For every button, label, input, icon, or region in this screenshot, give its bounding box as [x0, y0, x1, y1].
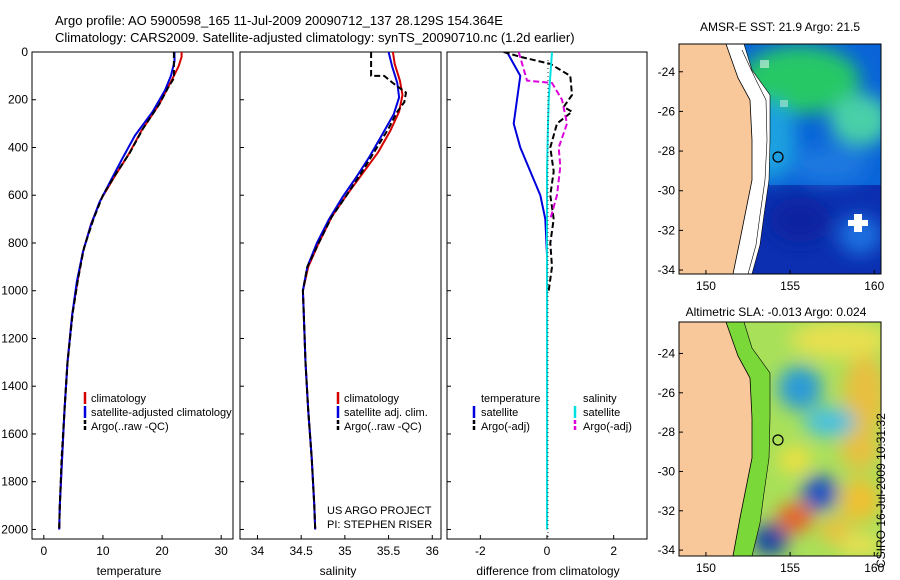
- y-tick-label: 400: [8, 140, 28, 154]
- x-tick-label: 35.5: [377, 544, 401, 558]
- map-y-tick-label: -28: [658, 425, 676, 439]
- map-y-tick-label: -26: [658, 386, 676, 400]
- map-x-tick-label: 160: [864, 279, 884, 293]
- y-tick-label: 0: [21, 45, 28, 59]
- series-group: [301, 52, 407, 530]
- x-tick-label: 35: [338, 544, 352, 558]
- series-line-argo-raw-qc: [301, 52, 407, 530]
- profile-series: [58, 52, 573, 530]
- temperature-legend: climatology satellite-adjusted climatolo…: [83, 392, 232, 433]
- sla-map: [679, 322, 881, 556]
- y-tick-label: 200: [8, 93, 28, 107]
- y-tick-label: 1600: [1, 427, 28, 441]
- y-tick-label: 1400: [1, 379, 28, 393]
- salinity-legend: climatology satellite adj. clim. Argo(..…: [336, 392, 428, 433]
- map-y-tick-label: -30: [658, 464, 676, 478]
- map-x-tick-label: 150: [696, 561, 716, 575]
- sst-map-title: AMSR-E SST: 21.9 Argo: 21.5: [700, 20, 860, 34]
- x-tick-label: 0: [40, 544, 47, 558]
- difference-axis-label: difference from climatology: [476, 564, 619, 578]
- x-tick-label: 34.5: [289, 544, 313, 558]
- legend-label-climatology: climatology: [344, 393, 400, 405]
- pi-label: PI: STEPHEN RISER: [327, 519, 433, 531]
- map-y-tick-label: -24: [658, 346, 676, 360]
- sla-map-axes: 150 155 160 -24 -26 -28 -30 -32 -34: [658, 346, 885, 575]
- y-tick-label: 2000: [1, 522, 28, 536]
- x-tick-label: 0: [544, 544, 551, 558]
- legend-label-satellite: satellite-adjusted climatology: [91, 407, 232, 419]
- x-tick-label: -2: [475, 544, 486, 558]
- map-y-tick-label: -24: [658, 65, 676, 79]
- legend-label-temp-satellite: satellite: [481, 407, 518, 419]
- legend-header-temperature: temperature: [481, 393, 540, 405]
- x-tick-label: 36: [426, 544, 440, 558]
- y-tick-label: 1200: [1, 331, 28, 345]
- x-tick-label: 10: [96, 544, 110, 558]
- y-tick-label: 1000: [1, 284, 28, 298]
- series-line-argo-adj: [517, 52, 568, 220]
- sst-coastal-band: [726, 44, 770, 274]
- map-y-tick-label: -32: [658, 223, 676, 237]
- map-y-tick-label: -34: [658, 543, 676, 557]
- map-y-tick-label: -28: [658, 144, 676, 158]
- profile-axes: 0 10 20 30020040060080010001200140016001800…: [1, 45, 617, 558]
- salinity-panel: [239, 51, 442, 540]
- argo-location-marker: [772, 151, 784, 163]
- series-group: [503, 52, 573, 530]
- map-y-tick-label: -32: [658, 504, 676, 518]
- sla-map-title: Altimetric SLA: -0.013 Argo: 0.024: [686, 305, 867, 319]
- x-tick-label: 20: [155, 544, 169, 558]
- difference-legend: temperature salinity satellite Argo(-adj…: [472, 393, 632, 433]
- series-line-argo-adj: [503, 52, 573, 291]
- y-tick-label: 800: [8, 236, 28, 250]
- credit-timestamp: CSIRO 16-Jul-2009 10:31:32: [874, 413, 888, 568]
- sst-land: [679, 44, 752, 274]
- series-line-argo-raw-qc: [58, 52, 175, 530]
- series-line-satellite: [546, 52, 553, 530]
- legend-label-argo: Argo(..raw -QC): [91, 421, 169, 433]
- series-group: [58, 52, 183, 530]
- sst-map-axes: 150 155 160 -24 -26 -28 -30 -32 -34: [658, 65, 885, 293]
- map-y-tick-label: -30: [658, 184, 676, 198]
- legend-label-argo: Argo(..raw -QC): [344, 421, 422, 433]
- y-tick-label: 600: [8, 188, 28, 202]
- figure-title-line2: Climatology: CARS2009. Satellite-adjuste…: [55, 30, 575, 45]
- map-x-tick-label: 155: [780, 561, 800, 575]
- x-tick-label: 2: [610, 544, 617, 558]
- x-tick-label: 30: [214, 544, 228, 558]
- temperature-panel: [31, 51, 234, 540]
- sla-land: [679, 322, 752, 556]
- cloud-mask-cross: [848, 214, 868, 232]
- map-x-tick-label: 160: [864, 561, 884, 575]
- sst-map: [679, 44, 881, 274]
- map-y-tick-label: -26: [658, 104, 676, 118]
- legend-label-temp-argo: Argo(-adj): [481, 421, 530, 433]
- map-x-tick-label: 150: [696, 279, 716, 293]
- legend-label-climatology: climatology: [91, 393, 147, 405]
- legend-label-sal-argo: Argo(-adj): [583, 421, 632, 433]
- legend-label-sal-satellite: satellite: [583, 407, 620, 419]
- salinity-axis-label: salinity: [320, 564, 357, 578]
- project-label: US ARGO PROJECT: [327, 505, 432, 517]
- figure-title-line1: Argo profile: AO 5900598_165 11-Jul-2009…: [55, 13, 503, 28]
- temperature-axis-label: temperature: [97, 564, 162, 578]
- y-tick-label: 1800: [1, 475, 28, 489]
- legend-label-satellite: satellite adj. clim.: [344, 407, 428, 419]
- legend-header-salinity: salinity: [583, 393, 617, 405]
- map-y-tick-label: -34: [658, 263, 676, 277]
- argo-location-marker: [772, 434, 784, 446]
- x-tick-label: 34: [251, 544, 265, 558]
- map-x-tick-label: 155: [780, 279, 800, 293]
